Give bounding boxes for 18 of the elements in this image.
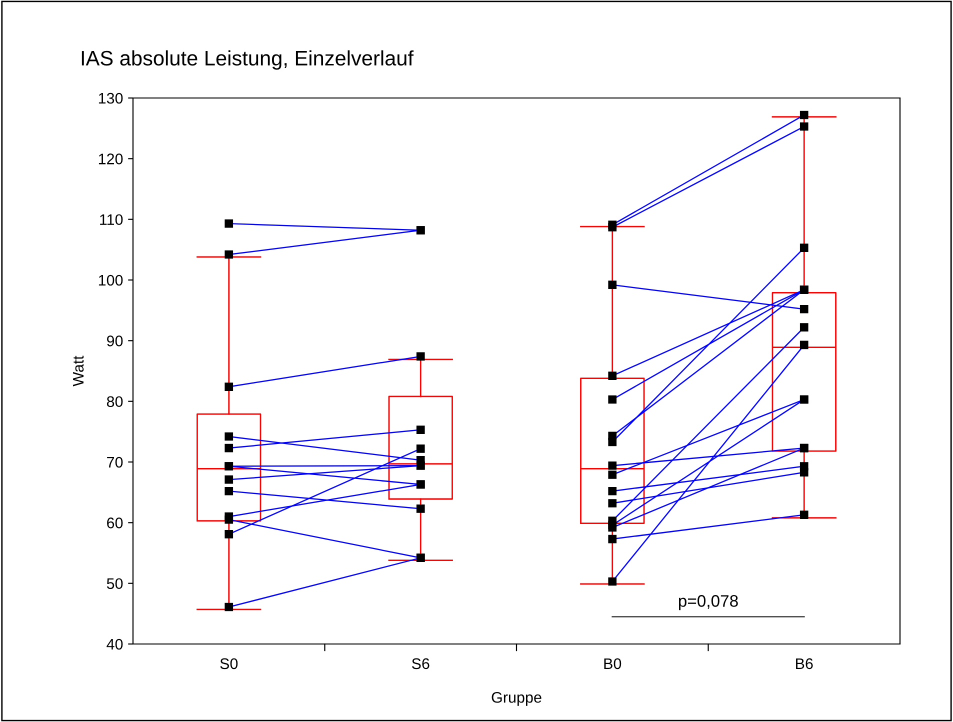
y-tick-label: 70 [107, 456, 123, 468]
y-tick-label: 130 [98, 92, 123, 104]
y-tick-label: 50 [106, 578, 123, 590]
annotation: p=0,078 [678, 595, 738, 610]
y-tick-label: 110 [100, 214, 123, 226]
y-tick-label: 60 [107, 518, 123, 528]
y-tick-label: 90 [107, 336, 123, 346]
y-tick-label: 120 [98, 154, 123, 164]
y-tick-label: 80 [106, 396, 123, 408]
y-axis-title: Watt [73, 356, 84, 386]
chart-title: IAS absolute Leistung, Einzelverlauf [82, 50, 414, 70]
x-tick-label: B6 [796, 658, 813, 670]
x-tick-label: S0 [220, 658, 238, 670]
x-axis-title: Gruppe [492, 692, 542, 706]
x-tick-label: B0 [604, 658, 622, 670]
y-tick-label: 40 [106, 638, 123, 650]
y-tick-label: 100 [98, 274, 123, 286]
x-tick-label: S6 [412, 658, 430, 670]
